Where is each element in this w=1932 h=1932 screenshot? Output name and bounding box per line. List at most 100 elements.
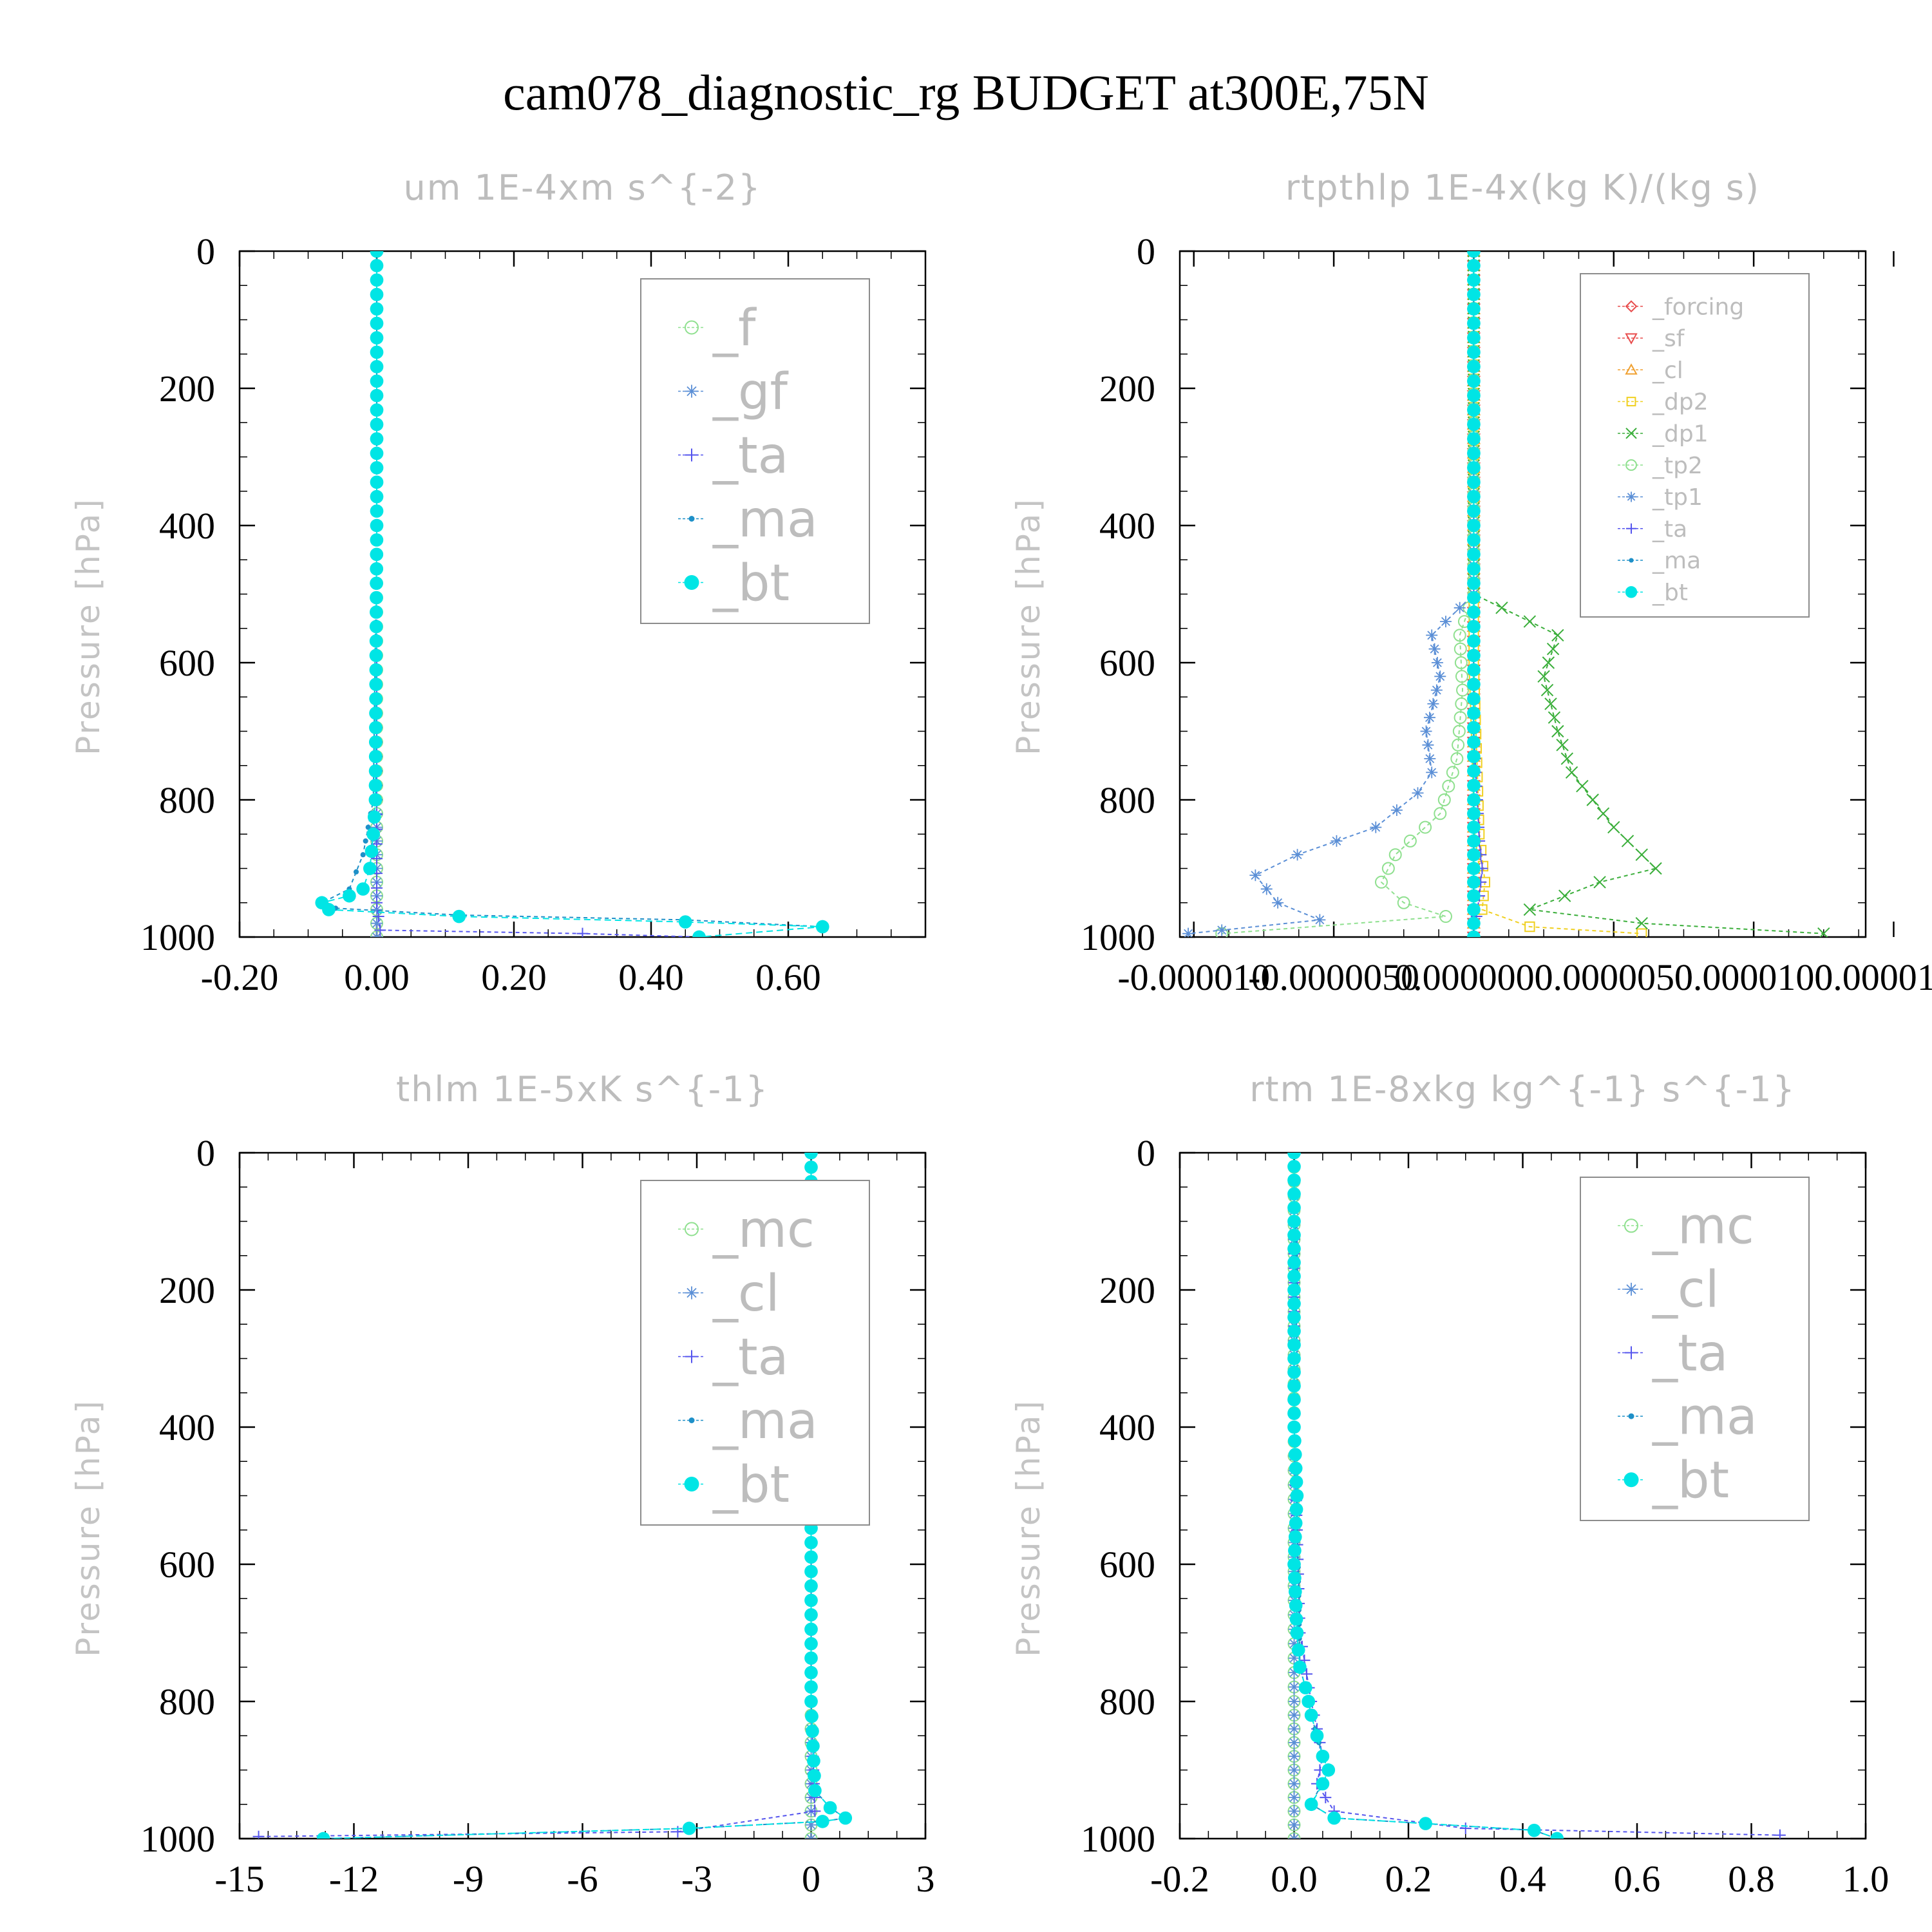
x-tick-label: -3 xyxy=(681,1858,712,1900)
data-point xyxy=(1287,1215,1301,1228)
data-point xyxy=(1288,1530,1302,1544)
legend-label: _forcing xyxy=(1652,294,1744,320)
data-point xyxy=(371,917,383,929)
data-point xyxy=(370,374,384,388)
data-point xyxy=(804,1579,818,1593)
data-point xyxy=(1287,1200,1301,1215)
legend-label: _dp2 xyxy=(1652,389,1709,415)
data-point xyxy=(322,903,336,916)
data-point xyxy=(1288,1434,1302,1448)
data-point xyxy=(1216,924,1228,936)
data-point xyxy=(1412,787,1424,799)
data-point xyxy=(452,909,466,923)
data-point xyxy=(1287,1557,1301,1571)
x-tick-label: 0.6 xyxy=(1614,1858,1661,1900)
data-point xyxy=(815,1815,829,1828)
data-point xyxy=(1288,1764,1300,1776)
data-point xyxy=(1467,903,1481,916)
data-point xyxy=(1523,615,1537,628)
data-point xyxy=(1291,849,1303,861)
legend: _mc_cl _ta_ma _bt xyxy=(1580,1177,1810,1521)
data-point xyxy=(1442,779,1455,793)
data-point xyxy=(356,882,370,896)
x-tick-label: 1.0 xyxy=(1842,1858,1889,1900)
y-tick-label: 1000 xyxy=(140,1818,215,1860)
legend-marker xyxy=(1626,523,1636,534)
data-point xyxy=(1455,670,1468,683)
data-point xyxy=(370,345,384,359)
data-point xyxy=(1381,862,1395,875)
data-point xyxy=(370,287,384,301)
legend-label: _sf xyxy=(1652,326,1685,352)
data-point xyxy=(1446,766,1459,779)
legend-box xyxy=(640,1180,870,1526)
x-tick-label: 0.0 xyxy=(1271,1858,1318,1900)
data-point xyxy=(1298,1681,1312,1695)
data-point xyxy=(1287,1153,1301,1160)
data-point xyxy=(1287,1324,1301,1338)
panel-title: rtm 1E-8xkg kg^{-1} s^{-1} xyxy=(1249,1069,1796,1110)
legend-entry: _bt xyxy=(1618,580,1688,606)
legend-entry: _mc xyxy=(1618,1198,1754,1256)
data-point xyxy=(1287,1379,1301,1393)
data-point xyxy=(371,904,383,916)
data-point xyxy=(1467,345,1481,359)
data-point xyxy=(1288,1792,1300,1804)
data-point xyxy=(1287,1187,1301,1201)
data-point xyxy=(1467,374,1481,388)
legend-label: _f xyxy=(712,299,757,357)
data-point xyxy=(804,1680,818,1694)
legend-marker xyxy=(1626,491,1636,502)
data-point xyxy=(804,1665,818,1680)
data-point xyxy=(1388,848,1402,862)
data-point xyxy=(1287,1159,1301,1173)
data-point xyxy=(1454,711,1467,724)
data-point xyxy=(369,677,383,691)
data-point xyxy=(1467,259,1481,272)
legend-entry: _tp1 xyxy=(1618,484,1703,511)
y-tick-label: 600 xyxy=(159,642,215,684)
data-point xyxy=(370,504,384,518)
legend-entry: _f xyxy=(678,299,757,357)
data-point xyxy=(1467,692,1481,706)
data-point xyxy=(370,533,384,547)
data-point xyxy=(1287,1393,1301,1406)
data-point xyxy=(1287,1228,1301,1242)
data-point xyxy=(1287,1296,1301,1311)
data-point xyxy=(370,547,384,562)
y-tick-label: 800 xyxy=(159,779,215,821)
legend-marker xyxy=(1625,1346,1638,1359)
data-point xyxy=(1467,417,1481,431)
data-point xyxy=(1607,820,1620,834)
data-point xyxy=(1397,896,1410,909)
data-point xyxy=(1320,1792,1332,1804)
legend: _f _gf _ta _ma_bt xyxy=(640,278,870,624)
legend: _forcing _sf _cl _dp2 _dp1 _tp2 _tp1 _ta _ma _bt xyxy=(1580,273,1810,618)
data-point xyxy=(1450,752,1464,766)
data-point xyxy=(1452,724,1466,738)
data-point xyxy=(365,844,379,858)
data-point xyxy=(1558,889,1571,902)
series-line xyxy=(320,251,823,928)
data-point xyxy=(360,852,366,858)
data-point xyxy=(1289,1502,1303,1517)
data-point xyxy=(1551,724,1564,738)
data-point xyxy=(1565,766,1578,779)
data-point xyxy=(1331,835,1343,847)
data-point xyxy=(1287,1283,1301,1297)
x-tick-label: -6 xyxy=(567,1858,598,1900)
data-point xyxy=(1467,834,1481,848)
legend-entry: _sf xyxy=(1618,326,1685,352)
data-point xyxy=(1289,1612,1303,1626)
data-point xyxy=(1495,601,1508,614)
data-point xyxy=(367,810,381,824)
data-point xyxy=(1289,1475,1303,1489)
legend-marker xyxy=(685,1222,699,1236)
data-point xyxy=(366,827,381,841)
legend-marker xyxy=(1625,333,1638,345)
data-point xyxy=(804,1593,818,1607)
data-point xyxy=(1370,821,1382,833)
legend-label: _ma xyxy=(712,1392,818,1450)
data-point xyxy=(371,882,383,894)
data-point xyxy=(1316,1749,1330,1763)
